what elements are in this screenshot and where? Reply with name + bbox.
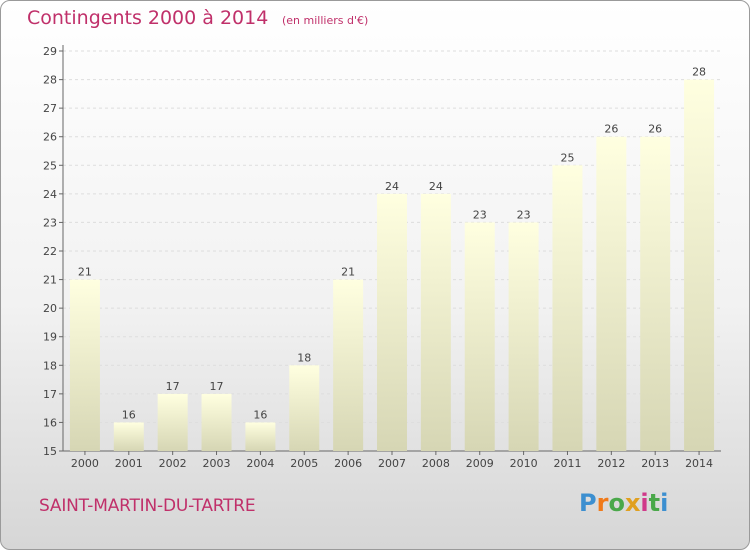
logo-letter: o [608,489,625,517]
data-label: 24 [385,180,399,193]
data-label: 24 [429,180,443,193]
data-label: 25 [560,151,574,164]
y-tick-label: 15 [43,445,57,458]
data-label: 21 [78,266,92,279]
logo-letter: i [660,489,669,517]
x-tick-label: 2003 [203,457,231,470]
bars [69,79,715,452]
y-tick-label: 20 [43,302,57,315]
bar [420,193,451,451]
y-tick-label: 25 [43,159,57,172]
y-tick-label: 26 [43,131,57,144]
x-tick-label: 2000 [71,457,99,470]
proxiti-logo: Proxiti [579,489,668,517]
data-label: 28 [692,66,706,79]
bar [245,422,276,451]
data-label: 21 [341,266,355,279]
logo-letter: i [640,489,649,517]
x-tick-labels: 2000 2001 2002 2003 2004 2005 2006 2007 2008 2009… [71,457,713,470]
y-tick-label: 21 [43,274,57,287]
x-tick-label: 2012 [597,457,625,470]
y-tick-label: 19 [43,331,57,344]
bar [552,165,583,452]
y-tick-label: 28 [43,74,57,87]
data-label: 17 [166,380,180,393]
data-label: 18 [297,351,311,364]
x-tick-label: 2008 [422,457,450,470]
data-label: 26 [604,123,618,136]
y-tick-label: 17 [43,388,57,401]
x-tick-label: 2007 [378,457,406,470]
logo-letter: P [579,489,597,517]
data-label: 26 [648,123,662,136]
place-name: SAINT-MARTIN-DU-TARTRE [39,496,256,516]
x-tick-label: 2011 [553,457,581,470]
bar [201,393,232,451]
data-labels: 21 16 17 17 16 18 21 24 24 23 23 25 26 26 28 [78,66,706,422]
bar [464,222,495,451]
chart-unit: (en milliers d'€) [282,14,369,27]
bar [377,193,407,451]
x-tick-label: 2004 [246,457,274,470]
x-tick-label: 2005 [290,457,318,470]
y-tick-label: 16 [43,416,57,429]
x-tick-label: 2009 [466,457,494,470]
data-label: 16 [253,408,267,421]
y-tick-label: 23 [43,216,57,229]
logo-letter: r [596,489,609,517]
bar [69,279,100,451]
x-tick-label: 2006 [334,457,362,470]
y-tick-label: 22 [43,245,57,258]
logo-letter: t [648,489,661,517]
data-label: 17 [210,380,224,393]
y-tick-labels: 15 16 17 18 19 20 21 22 23 24 25 26 27 28 29 [43,45,57,458]
data-label: 23 [473,208,487,221]
chart-title: Contingents 2000 à 2014 [27,7,269,29]
x-tick-label: 2010 [510,457,538,470]
bar [289,365,320,451]
bar [684,79,715,452]
bar [113,422,144,451]
bar [333,279,364,451]
y-tick-label: 18 [43,359,57,372]
data-label: 16 [122,408,136,421]
x-tick-label: 2014 [685,457,713,470]
bar [596,136,627,451]
data-label: 23 [517,208,531,221]
x-tick-label: 2002 [159,457,187,470]
y-tick-label: 27 [43,102,57,115]
y-tick-label: 29 [43,45,57,58]
x-tick-label: 2013 [641,457,669,470]
bar [508,222,539,451]
logo-letter: x [624,489,641,517]
y-tick-label: 24 [43,188,57,201]
bar [640,136,671,451]
x-tick-label: 2001 [115,457,143,470]
bar [157,393,188,451]
